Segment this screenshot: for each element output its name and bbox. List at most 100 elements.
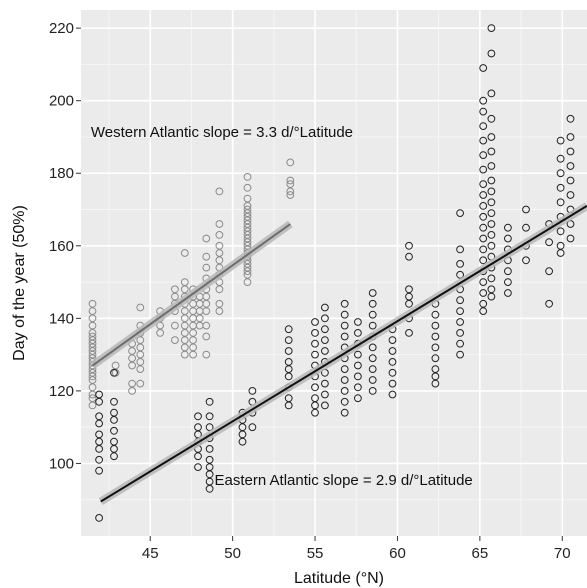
data-point bbox=[504, 223, 512, 232]
data-point bbox=[95, 455, 103, 464]
data-point bbox=[171, 285, 179, 294]
data-point bbox=[95, 430, 103, 439]
data-point bbox=[202, 299, 211, 308]
data-point bbox=[368, 343, 377, 352]
data-point bbox=[202, 234, 211, 243]
data-point bbox=[95, 437, 103, 446]
data-point bbox=[487, 147, 496, 156]
data-point bbox=[238, 430, 247, 439]
data-point bbox=[202, 332, 211, 341]
data-point bbox=[431, 332, 440, 341]
data-point bbox=[205, 423, 214, 432]
data-point bbox=[479, 245, 488, 254]
data-point bbox=[479, 202, 488, 210]
data-point bbox=[243, 267, 252, 276]
data-point bbox=[479, 136, 488, 145]
data-point bbox=[388, 390, 397, 399]
data-point bbox=[487, 292, 496, 301]
data-point bbox=[95, 412, 103, 421]
data-point bbox=[194, 412, 202, 421]
data-point bbox=[487, 209, 496, 218]
data-point bbox=[388, 368, 397, 377]
western-annotation: Western Atlantic slope = 3.3 d/°Latitude bbox=[91, 124, 353, 141]
data-point bbox=[136, 379, 145, 388]
data-point bbox=[556, 169, 565, 178]
data-point bbox=[479, 278, 488, 287]
data-point bbox=[487, 187, 496, 196]
eastern-annotation: Eastern Atlantic slope = 2.9 d/°Latitude bbox=[215, 472, 473, 489]
data-point bbox=[243, 183, 252, 192]
data-point bbox=[284, 372, 293, 381]
data-point bbox=[405, 299, 413, 308]
data-point bbox=[156, 329, 165, 337]
data-point bbox=[284, 401, 293, 410]
data-point bbox=[243, 173, 252, 181]
data-point bbox=[284, 325, 293, 334]
data-point bbox=[95, 466, 103, 475]
data-point bbox=[354, 361, 362, 370]
data-point bbox=[388, 379, 397, 388]
data-point bbox=[321, 347, 329, 355]
y-tick-label: 140 bbox=[49, 310, 74, 327]
data-point bbox=[368, 354, 377, 363]
data-point bbox=[368, 310, 377, 319]
data-point bbox=[284, 336, 293, 345]
x-tick-label: 70 bbox=[554, 545, 571, 562]
data-point bbox=[180, 314, 189, 323]
data-point bbox=[487, 162, 496, 170]
data-point bbox=[479, 107, 488, 116]
y-tick-label: 180 bbox=[49, 165, 74, 182]
data-point bbox=[405, 241, 413, 250]
data-point bbox=[487, 241, 496, 250]
data-point bbox=[340, 299, 349, 308]
data-point bbox=[431, 310, 440, 319]
data-point bbox=[368, 289, 377, 297]
data-point bbox=[368, 299, 377, 308]
y-tick-label: 200 bbox=[49, 93, 74, 110]
data-point bbox=[479, 96, 488, 105]
data-point bbox=[354, 383, 362, 392]
y-tick-label: 100 bbox=[49, 455, 74, 472]
data-point bbox=[388, 358, 397, 366]
data-point bbox=[202, 350, 211, 359]
data-point bbox=[202, 307, 211, 316]
data-point bbox=[479, 165, 488, 174]
data-point bbox=[321, 379, 329, 388]
data-point bbox=[556, 183, 565, 192]
data-point bbox=[248, 387, 257, 395]
data-point bbox=[110, 426, 118, 435]
data-point bbox=[556, 198, 565, 207]
data-point bbox=[405, 252, 413, 261]
data-point bbox=[566, 191, 575, 199]
data-point bbox=[311, 350, 319, 359]
data-point bbox=[368, 376, 377, 384]
data-point bbox=[128, 361, 137, 370]
data-point bbox=[556, 227, 565, 236]
data-point bbox=[215, 220, 224, 228]
data-point bbox=[243, 260, 252, 268]
data-point bbox=[248, 423, 257, 432]
data-point bbox=[340, 332, 349, 341]
data-point bbox=[545, 267, 553, 276]
data-point bbox=[487, 220, 496, 228]
data-point bbox=[556, 154, 565, 163]
data-point bbox=[215, 299, 224, 308]
data-point bbox=[479, 151, 488, 160]
data-point bbox=[566, 147, 575, 156]
data-point bbox=[405, 285, 413, 294]
data-point bbox=[286, 158, 295, 167]
data-point bbox=[479, 64, 488, 72]
y-axis-title: Day of the year (50%) bbox=[11, 205, 28, 361]
regression-line bbox=[100, 205, 587, 503]
data-point bbox=[566, 162, 575, 170]
data-point bbox=[456, 296, 465, 305]
x-tick-label: 65 bbox=[472, 545, 489, 562]
data-point bbox=[456, 318, 465, 326]
data-point bbox=[171, 321, 179, 330]
y-tick-label: 220 bbox=[49, 20, 74, 37]
data-point bbox=[202, 321, 211, 330]
data-point bbox=[171, 336, 179, 345]
data-point bbox=[354, 329, 362, 337]
data-point bbox=[205, 397, 214, 406]
